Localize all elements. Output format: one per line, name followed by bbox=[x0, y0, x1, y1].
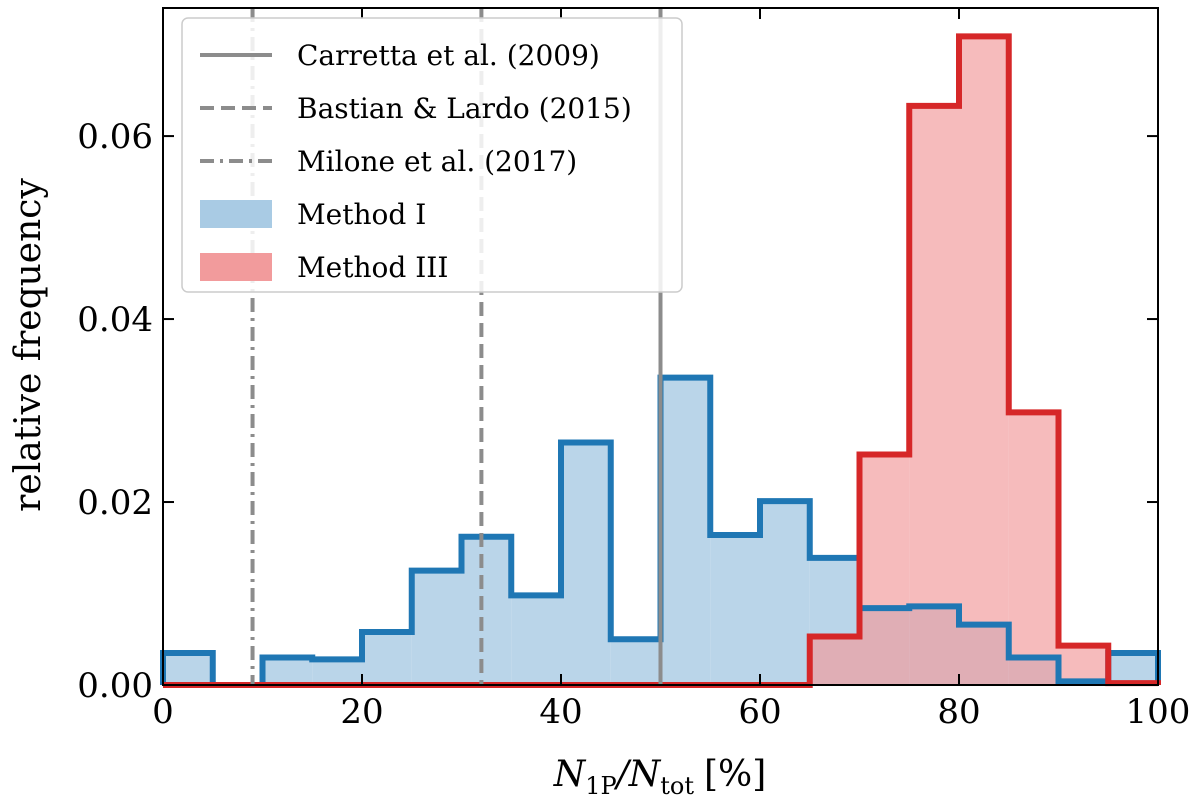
method-iii-bar-13 bbox=[809, 636, 860, 685]
x-tick-label-80: 80 bbox=[937, 692, 980, 732]
legend-method-i-swatch bbox=[200, 200, 272, 228]
legend-method-iii-swatch bbox=[200, 253, 272, 281]
legend-label-milone: Milone et al. (2017) bbox=[297, 145, 577, 178]
method-i-bar-12 bbox=[760, 501, 810, 685]
method-i-bar-5 bbox=[411, 570, 462, 685]
method-i-bar-2 bbox=[262, 657, 313, 685]
x-label-slash: /N bbox=[614, 754, 662, 795]
method-i-bar-19 bbox=[1108, 652, 1158, 685]
legend-box bbox=[181, 17, 683, 293]
method-i-bar-11 bbox=[710, 534, 760, 685]
x-label-sub2: tot bbox=[660, 772, 694, 800]
y-tick-label-0-04: 0.04 bbox=[77, 300, 153, 340]
method-i-bar-3 bbox=[312, 659, 362, 685]
x-tick-label-60: 60 bbox=[738, 692, 781, 732]
method-i-bar-9 bbox=[610, 639, 661, 685]
ticks-layer: 0 20 40 60 80 100 0.00 0.02 0.04 0.06 bbox=[77, 8, 1190, 732]
x-tick-label-0: 0 bbox=[152, 692, 174, 732]
method-i-bar-6 bbox=[461, 536, 512, 685]
y-axis-label: relative frequency bbox=[8, 178, 49, 512]
method-i-bar-10 bbox=[660, 377, 711, 685]
x-tick-label-40: 40 bbox=[539, 692, 582, 732]
method-i-bar-8 bbox=[561, 442, 611, 685]
x-label-sub1: 1P bbox=[585, 772, 616, 800]
x-label-unit: [%] bbox=[704, 754, 766, 795]
y-tick-label-0: 0.00 bbox=[77, 666, 153, 706]
legend: Carretta et al. (2009) Bastian & Lardo (… bbox=[181, 17, 683, 293]
x-tick-label-100: 100 bbox=[1126, 692, 1191, 732]
x-tick-label-20: 20 bbox=[340, 692, 383, 732]
y-tick-label-0-02: 0.02 bbox=[77, 483, 153, 523]
method-iii-bar-14 bbox=[859, 454, 910, 685]
method-i-bar-7 bbox=[511, 595, 561, 685]
x-axis-label: N1P/Ntot [%] bbox=[553, 754, 767, 800]
method-i-bar-4 bbox=[362, 631, 412, 685]
x-label-n1: N bbox=[553, 754, 587, 795]
legend-label-bastian: Bastian & Lardo (2015) bbox=[297, 92, 632, 125]
legend-label-carretta: Carretta et al. (2009) bbox=[297, 39, 600, 72]
y-tick-label-0-06: 0.06 bbox=[77, 117, 153, 157]
method-i-bar-0 bbox=[163, 652, 213, 685]
legend-label-method-i: Method I bbox=[297, 198, 426, 231]
legend-label-method-iii: Method III bbox=[297, 251, 448, 284]
method-iii-bar-17 bbox=[1008, 412, 1059, 685]
histogram-layer bbox=[160, 33, 1161, 688]
plot-frame bbox=[162, 7, 1159, 686]
method-iii-bar-16 bbox=[959, 36, 1009, 685]
method-iii-bar-15 bbox=[909, 105, 959, 685]
